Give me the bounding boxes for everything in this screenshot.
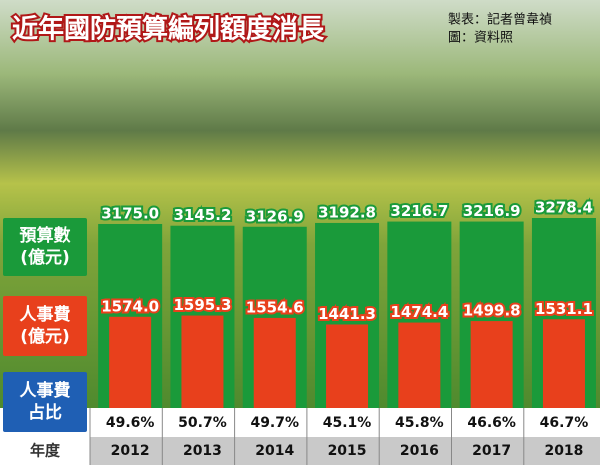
- data-label: 3192.8: [318, 203, 376, 221]
- share-label: 49.6%: [106, 415, 155, 431]
- data-label: 3216.7: [390, 202, 448, 220]
- x-tick-label: 2015: [328, 443, 367, 459]
- data-label: 3145.2: [174, 206, 232, 224]
- x-tick-label: 2016: [400, 443, 439, 459]
- category-axis-label: 年度: [30, 442, 61, 460]
- x-tick-label: 2017: [472, 443, 511, 459]
- data-label: 1554.6: [246, 298, 304, 316]
- bar: [542, 319, 585, 408]
- chart-title: 近年國防預算編列額度消長: [12, 14, 325, 45]
- bar: [398, 322, 441, 408]
- share-label: 49.7%: [250, 415, 299, 431]
- credit: 製表：記者曾韋禎: [448, 12, 552, 28]
- legend-budget: 預算數 (億元): [3, 218, 87, 276]
- data-label: 1499.8: [463, 302, 521, 320]
- x-tick-label: 2018: [544, 443, 583, 459]
- data-label: 3126.9: [246, 207, 304, 225]
- year-row: [90, 437, 600, 465]
- data-label: 1574.0: [101, 297, 159, 315]
- share-label: 46.6%: [467, 415, 516, 431]
- share-label: 45.8%: [395, 415, 444, 431]
- credit: 圖：資料照: [448, 31, 513, 46]
- bar: [326, 324, 369, 408]
- data-label: 3175.0: [101, 204, 159, 222]
- x-tick-label: 2014: [255, 443, 294, 459]
- x-tick-label: 2013: [183, 443, 222, 459]
- data-label: 1441.3: [318, 305, 376, 323]
- bar: [181, 315, 224, 408]
- share-label: 45.1%: [323, 415, 372, 431]
- share-label: 50.7%: [178, 415, 227, 431]
- bar: [109, 316, 152, 408]
- data-label: 1595.3: [174, 296, 232, 314]
- bar: [253, 317, 296, 408]
- legend-share: 人事費 占比: [3, 372, 87, 432]
- bar: [470, 321, 513, 408]
- share-label: 46.7%: [540, 415, 589, 431]
- data-label: 3278.4: [535, 199, 593, 217]
- data-label: 1474.4: [390, 303, 448, 321]
- x-tick-label: 2012: [111, 443, 150, 459]
- data-label: 3216.9: [463, 202, 521, 220]
- legend-personnel: 人事費 (億元): [3, 296, 87, 356]
- data-label: 1531.1: [535, 300, 593, 318]
